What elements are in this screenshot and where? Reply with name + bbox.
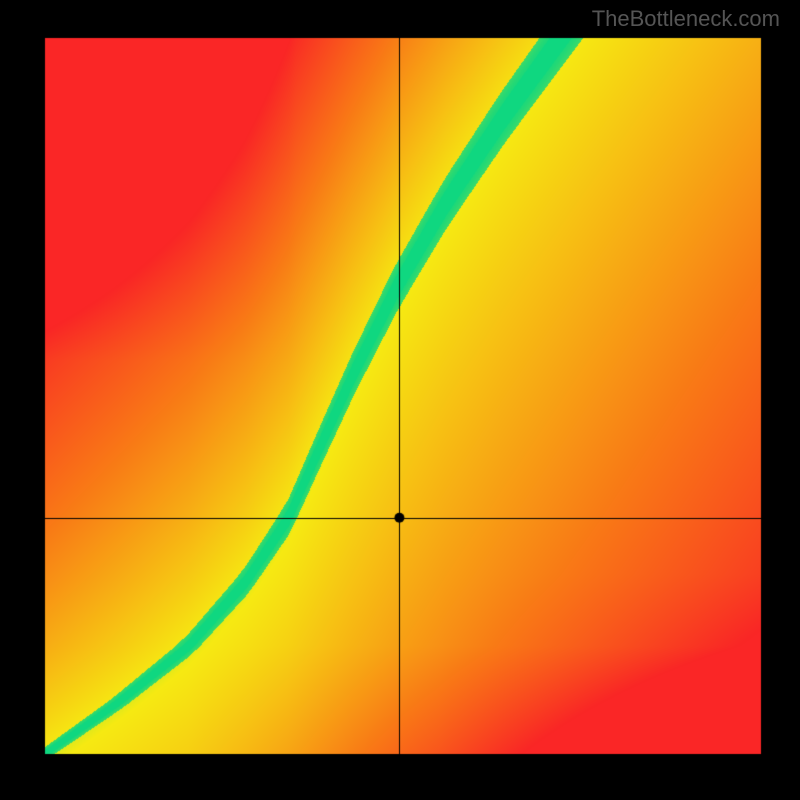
heatmap-canvas [0,0,800,800]
watermark-text: TheBottleneck.com [592,6,780,32]
